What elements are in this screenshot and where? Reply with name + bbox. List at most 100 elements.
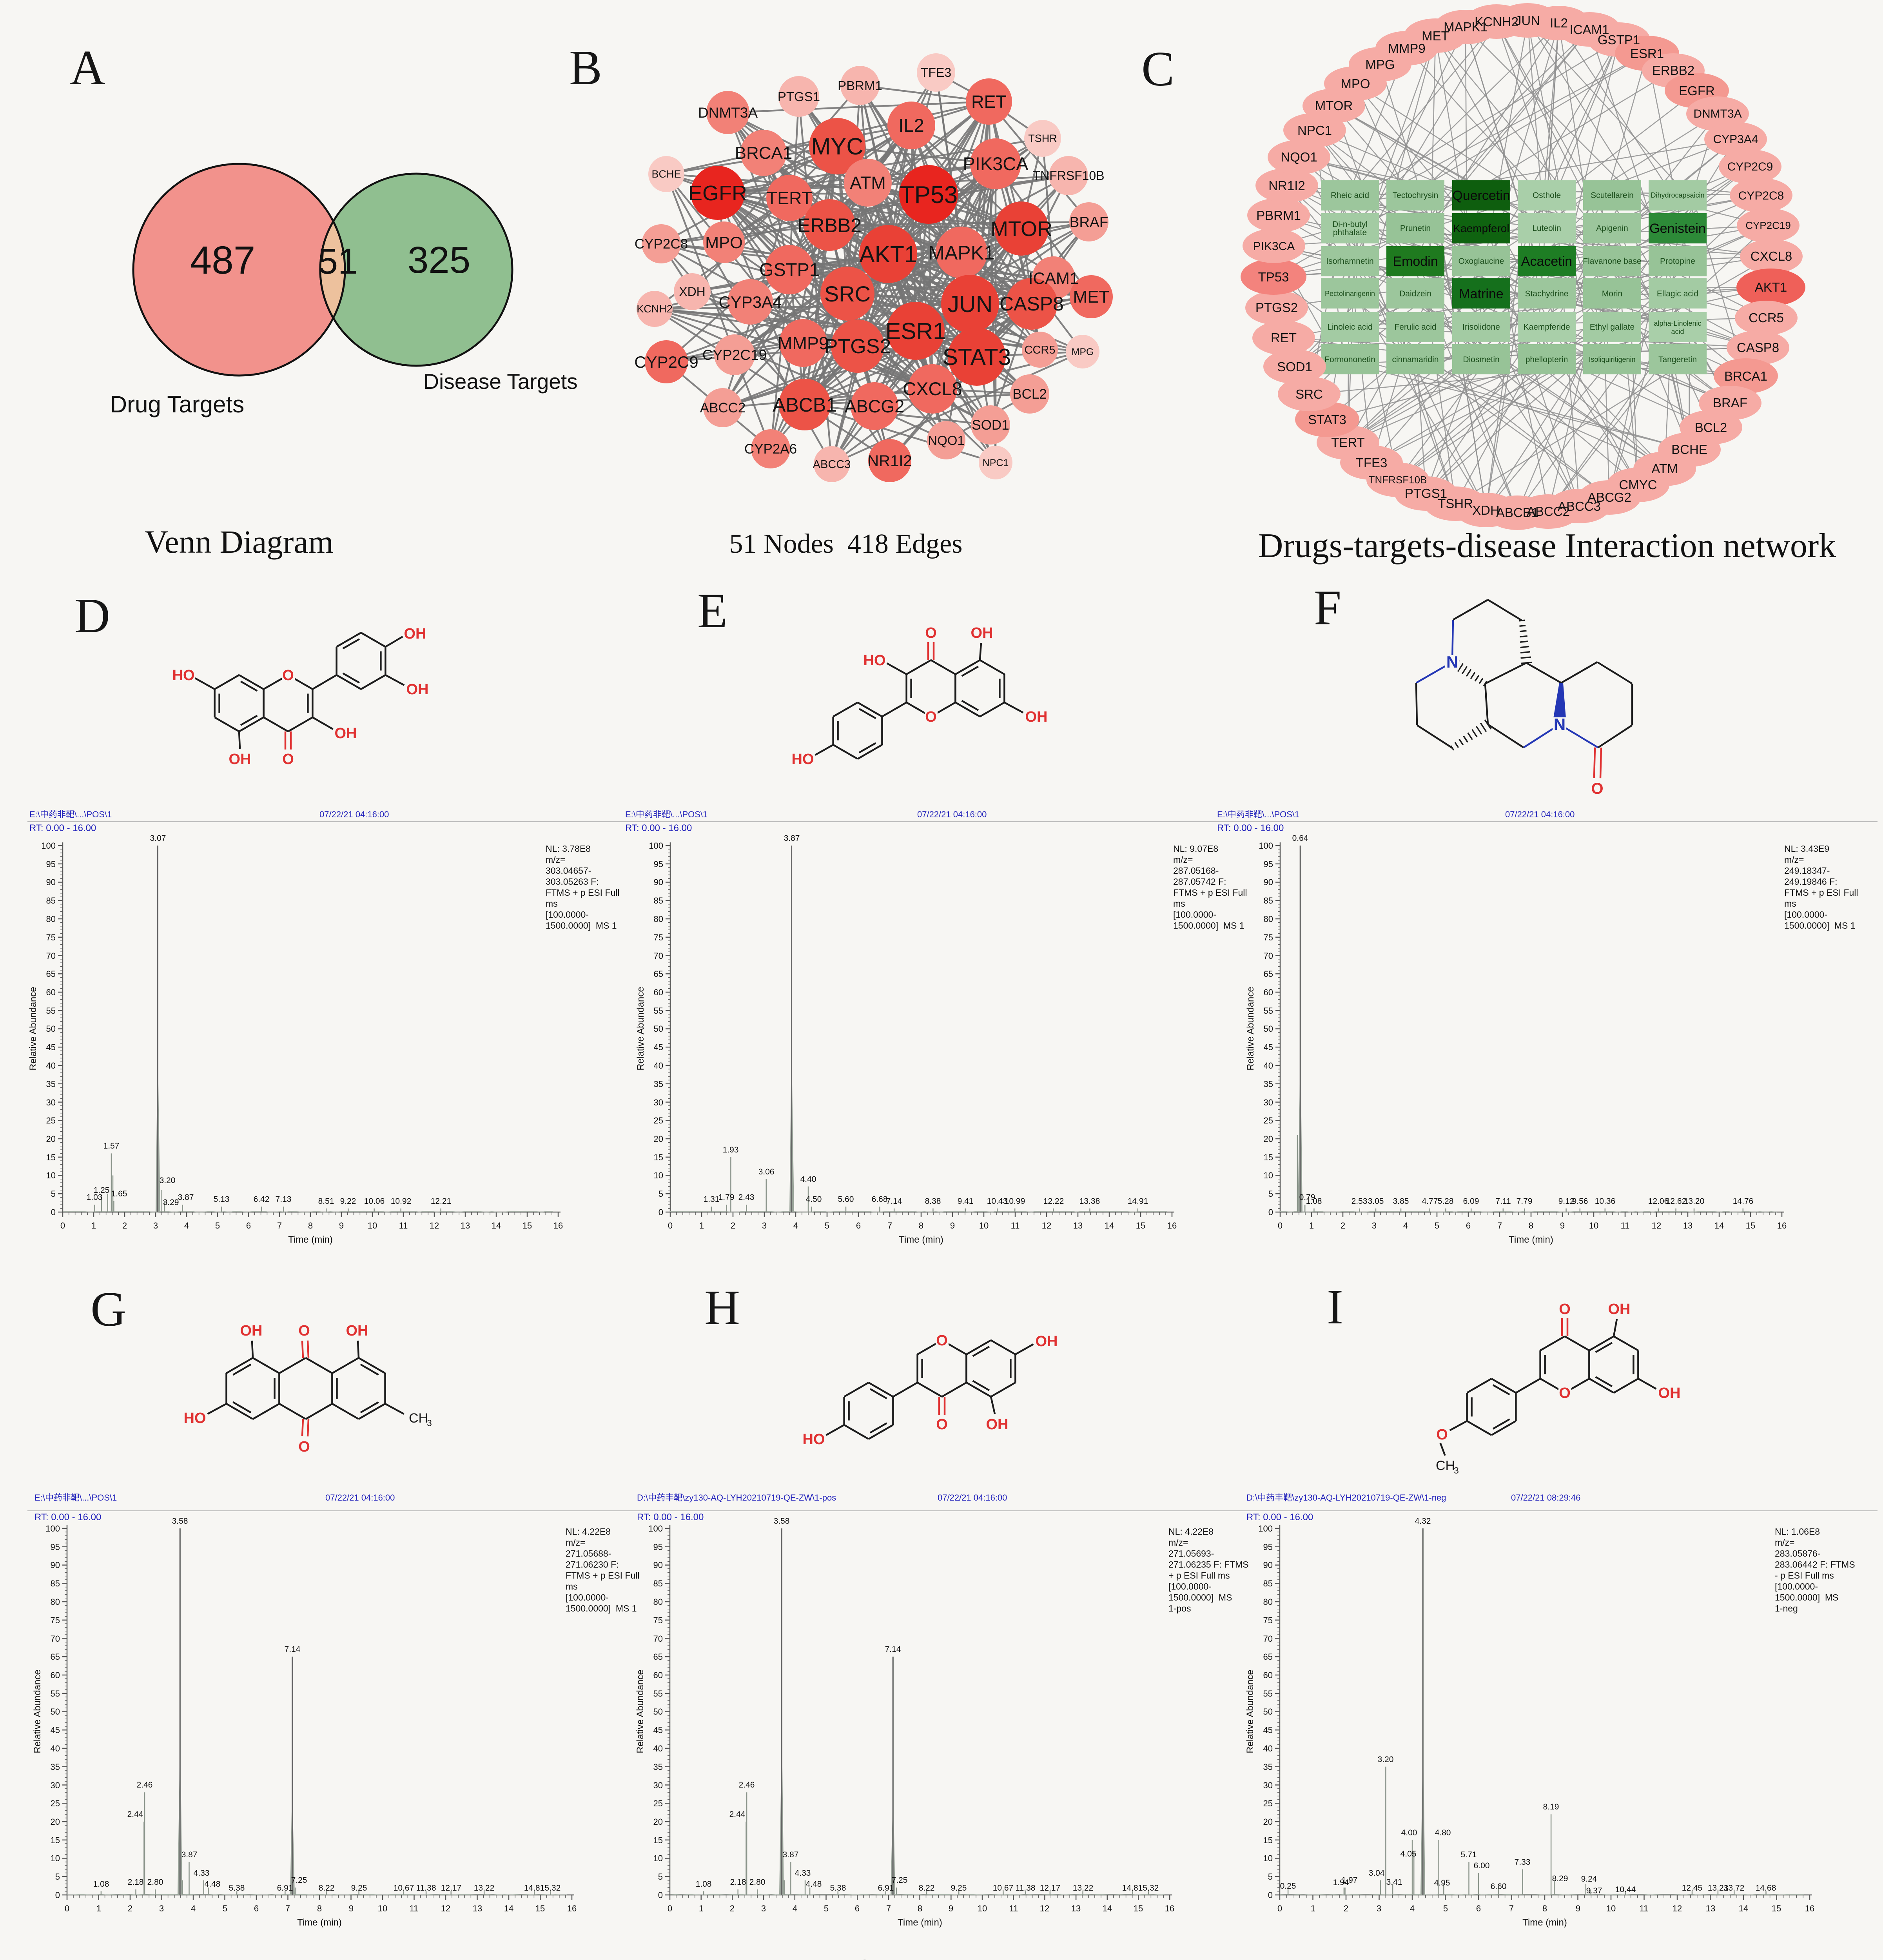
svg-text:6: 6	[1466, 1221, 1471, 1230]
svg-text:51 Nodes 418 Edges: 51 Nodes 418 Edges	[729, 529, 963, 559]
svg-text:13.22: 13.22	[1073, 1884, 1094, 1893]
svg-text:4: 4	[191, 1904, 196, 1913]
svg-text:CYP3A4: CYP3A4	[718, 293, 782, 311]
svg-text:0: 0	[668, 1904, 672, 1913]
svg-text:NL: 1.06E8: NL: 1.06E8	[1775, 1526, 1820, 1537]
svg-text:FTMS + p ESI Full: FTMS + p ESI Full	[566, 1570, 640, 1581]
svg-text:CYP2C19: CYP2C19	[1745, 220, 1791, 231]
svg-text:ABCB1: ABCB1	[1496, 505, 1538, 520]
svg-text:MAPK1: MAPK1	[928, 242, 995, 264]
svg-text:65: 65	[46, 969, 56, 979]
svg-text:12: 12	[1673, 1904, 1682, 1913]
svg-text:6: 6	[254, 1904, 259, 1913]
svg-text:0: 0	[1278, 1221, 1283, 1230]
svg-text:PTGS2: PTGS2	[1255, 300, 1298, 315]
svg-text:Time (min): Time (min)	[1509, 1234, 1553, 1245]
svg-text:1: 1	[91, 1221, 96, 1230]
svg-text:7.14: 7.14	[886, 1197, 902, 1206]
svg-text:60: 60	[653, 1670, 663, 1680]
svg-text:Ethyl gallate: Ethyl gallate	[1590, 323, 1634, 332]
svg-text:phthalate: phthalate	[1333, 228, 1367, 237]
svg-text:N: N	[1446, 653, 1458, 671]
svg-text:TFE3: TFE3	[1356, 456, 1388, 470]
svg-text:O: O	[282, 751, 294, 768]
svg-text:4.00: 4.00	[1401, 1828, 1417, 1837]
svg-text:OH: OH	[229, 751, 251, 768]
svg-text:CYP2A6: CYP2A6	[744, 441, 797, 457]
svg-text:4.05: 4.05	[1400, 1849, 1417, 1858]
svg-text:2: 2	[1341, 1221, 1345, 1230]
svg-text:NL: 3.78E8: NL: 3.78E8	[546, 844, 591, 854]
svg-text:30: 30	[654, 1098, 663, 1107]
svg-text:0: 0	[1268, 1890, 1273, 1900]
svg-text:3.20: 3.20	[1378, 1755, 1394, 1764]
svg-text:NL: 3.43E9: NL: 3.43E9	[1784, 844, 1829, 854]
svg-text:65: 65	[51, 1652, 60, 1662]
svg-text:90: 90	[1264, 877, 1273, 887]
svg-text:40: 40	[1263, 1744, 1273, 1753]
svg-text:RT: 0.00 - 16.00: RT: 0.00 - 16.00	[1217, 823, 1284, 833]
svg-text:G: G	[91, 1282, 126, 1337]
svg-text:Linoleic acid: Linoleic acid	[1327, 323, 1373, 332]
svg-text:14: 14	[1105, 1221, 1114, 1230]
svg-text:249.18347-: 249.18347-	[1784, 866, 1830, 876]
svg-text:PIK3CA: PIK3CA	[963, 153, 1029, 174]
svg-text:07/22/21 04:16:00: 07/22/21 04:16:00	[1505, 809, 1575, 819]
svg-text:7: 7	[277, 1221, 282, 1230]
svg-text:ESR1: ESR1	[1630, 46, 1664, 61]
svg-text:07/22/21 04:16:00: 07/22/21 04:16:00	[917, 809, 987, 819]
svg-text:35: 35	[654, 1079, 663, 1089]
svg-text:Venn Diagram: Venn Diagram	[145, 524, 334, 560]
svg-text:RT: 0.00 - 16.00: RT: 0.00 - 16.00	[1246, 1512, 1313, 1523]
svg-text:0: 0	[658, 1890, 663, 1900]
svg-text:m/z=: m/z=	[546, 855, 565, 865]
svg-text:Pectolinarigenin: Pectolinarigenin	[1325, 290, 1375, 298]
svg-text:CXCL8: CXCL8	[903, 378, 962, 399]
svg-text:11: 11	[1011, 1221, 1020, 1230]
svg-text:Kaempferol: Kaempferol	[1453, 222, 1509, 234]
svg-text:N: N	[1554, 715, 1566, 733]
svg-text:45: 45	[1264, 1042, 1273, 1052]
svg-text:1.97: 1.97	[1342, 1876, 1358, 1885]
svg-text:40: 40	[654, 1061, 663, 1071]
svg-text:ms: ms	[1784, 898, 1796, 909]
svg-text:271.06235 F: FTMS: 271.06235 F: FTMS	[1168, 1559, 1249, 1570]
svg-text:13: 13	[1071, 1904, 1081, 1913]
svg-text:BCHE: BCHE	[651, 168, 681, 180]
svg-text:8: 8	[919, 1221, 923, 1230]
svg-text:303.04657-: 303.04657-	[546, 866, 591, 876]
svg-text:8: 8	[918, 1904, 922, 1913]
svg-text:ERBB2: ERBB2	[797, 214, 862, 236]
svg-text:85: 85	[653, 1579, 663, 1588]
svg-text:07/22/21 04:16:00: 07/22/21 04:16:00	[325, 1493, 395, 1503]
svg-text:7: 7	[285, 1904, 290, 1913]
svg-text:5.71: 5.71	[1461, 1850, 1477, 1859]
svg-text:13: 13	[473, 1904, 482, 1913]
svg-text:50: 50	[1264, 1024, 1273, 1034]
svg-text:35: 35	[653, 1762, 663, 1772]
svg-text:OH: OH	[986, 1416, 1009, 1433]
svg-text:15: 15	[535, 1904, 545, 1913]
svg-text:7.14: 7.14	[885, 1645, 901, 1654]
svg-text:95: 95	[46, 859, 56, 869]
svg-text:80: 80	[1264, 914, 1273, 924]
svg-text:70: 70	[51, 1634, 60, 1644]
svg-text:0.25: 0.25	[1280, 1882, 1296, 1891]
svg-text:7.33: 7.33	[1515, 1858, 1531, 1867]
svg-text:O: O	[925, 709, 937, 725]
svg-text:75: 75	[51, 1615, 60, 1625]
svg-text:40: 40	[46, 1061, 56, 1071]
svg-text:3: 3	[153, 1221, 158, 1230]
svg-text:7: 7	[1497, 1221, 1502, 1230]
svg-text:O: O	[1591, 780, 1603, 797]
svg-text:m/z=: m/z=	[566, 1537, 585, 1548]
svg-text:5.38: 5.38	[830, 1884, 846, 1893]
svg-text:1.79: 1.79	[718, 1193, 735, 1202]
svg-text:1.57: 1.57	[103, 1142, 120, 1151]
svg-text:Oxoglaucine: Oxoglaucine	[1459, 257, 1504, 266]
svg-text:4: 4	[1410, 1904, 1415, 1913]
svg-text:4.50: 4.50	[806, 1195, 822, 1204]
svg-text:m/z=: m/z=	[1168, 1537, 1188, 1548]
svg-text:EGFR: EGFR	[688, 181, 747, 205]
svg-text:0: 0	[659, 1207, 663, 1217]
